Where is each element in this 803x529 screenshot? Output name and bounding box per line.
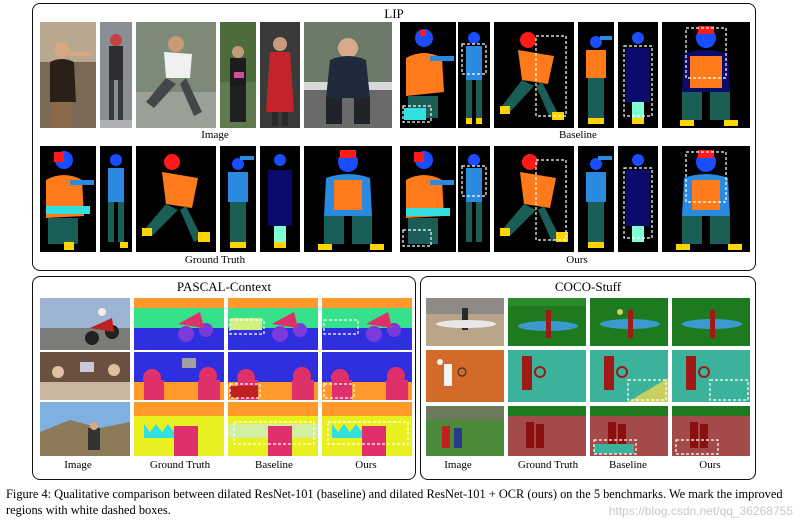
pascal-ours-3	[322, 402, 412, 456]
lip-image-4	[220, 22, 256, 128]
coco-image-3	[426, 406, 504, 456]
pascal-image-3	[40, 402, 130, 456]
coco-baseline-2	[590, 350, 668, 402]
pascal-gt-1	[134, 298, 224, 350]
coco-label-ours: Ours	[699, 459, 721, 471]
coco-label-image: Image	[444, 459, 472, 471]
lip-ours-6	[662, 146, 750, 252]
lip-image-5	[260, 22, 300, 128]
pascal-image-2	[40, 352, 130, 400]
coco-baseline-1	[590, 298, 668, 346]
coco-baseline-3	[590, 406, 668, 456]
pascal-ours-1	[322, 298, 412, 350]
lip-ours-3	[494, 146, 574, 252]
lip-baseline-5	[618, 22, 658, 128]
pascal-baseline-3	[228, 402, 318, 456]
lip-title: LIP	[384, 6, 404, 21]
pascal-ours-2	[322, 352, 412, 400]
lip-gt-4	[220, 146, 256, 252]
coco-label-baseline: Baseline	[609, 459, 647, 471]
lip-image-3	[136, 22, 216, 128]
pascal-baseline-1	[228, 298, 318, 350]
pascal-baseline-2	[228, 352, 318, 400]
pascal-image-1	[40, 298, 130, 350]
pascal-label-ours: Ours	[355, 459, 377, 471]
watermark: https://blog.csdn.net/qq_36268755	[608, 504, 793, 518]
lip-baseline-6	[662, 22, 750, 128]
pascal-title: PASCAL-Context	[176, 279, 272, 294]
pascal-label-image: Image	[64, 459, 92, 471]
pascal-gt-2	[134, 352, 224, 400]
coco-image-1	[426, 298, 504, 346]
lip-image-6	[304, 22, 392, 128]
coco-ours-3	[672, 406, 750, 456]
coco-ours-2	[672, 350, 750, 402]
lip-baseline-3	[494, 22, 574, 128]
coco-image-2	[426, 350, 504, 402]
lip-gt-6	[304, 146, 392, 252]
lip-baseline-2	[458, 22, 490, 128]
lip-gt-1	[40, 146, 96, 252]
pascal-label-baseline: Baseline	[255, 459, 293, 471]
lip-label-image: Image	[201, 129, 229, 141]
figure-caption: Figure 4: Qualitative comparison between…	[6, 487, 783, 517]
pascal-gt-3	[134, 402, 224, 456]
lip-image-1	[40, 22, 96, 128]
coco-title: COCO-Stuff	[554, 279, 622, 294]
lip-label-baseline: Baseline	[559, 129, 597, 141]
lip-gt-3	[136, 146, 216, 252]
lip-label-ours: Ours	[566, 254, 588, 266]
lip-ours-2	[458, 146, 490, 252]
lip-gt-5	[260, 146, 300, 252]
lip-ours-5	[618, 146, 658, 252]
coco-gt-2	[508, 350, 586, 402]
lip-baseline-4	[578, 22, 614, 128]
lip-ours-1	[400, 146, 456, 252]
lip-image-2	[100, 22, 132, 128]
lip-ours-4	[578, 146, 614, 252]
lip-baseline-1	[400, 22, 456, 128]
coco-label-gt: Ground Truth	[517, 459, 579, 471]
coco-ours-1	[672, 298, 750, 346]
lip-gt-2	[100, 146, 132, 252]
lip-label-gt: Ground Truth	[184, 254, 246, 266]
coco-gt-3	[508, 406, 586, 456]
coco-gt-1	[508, 298, 586, 346]
pascal-label-gt: Ground Truth	[149, 459, 211, 471]
